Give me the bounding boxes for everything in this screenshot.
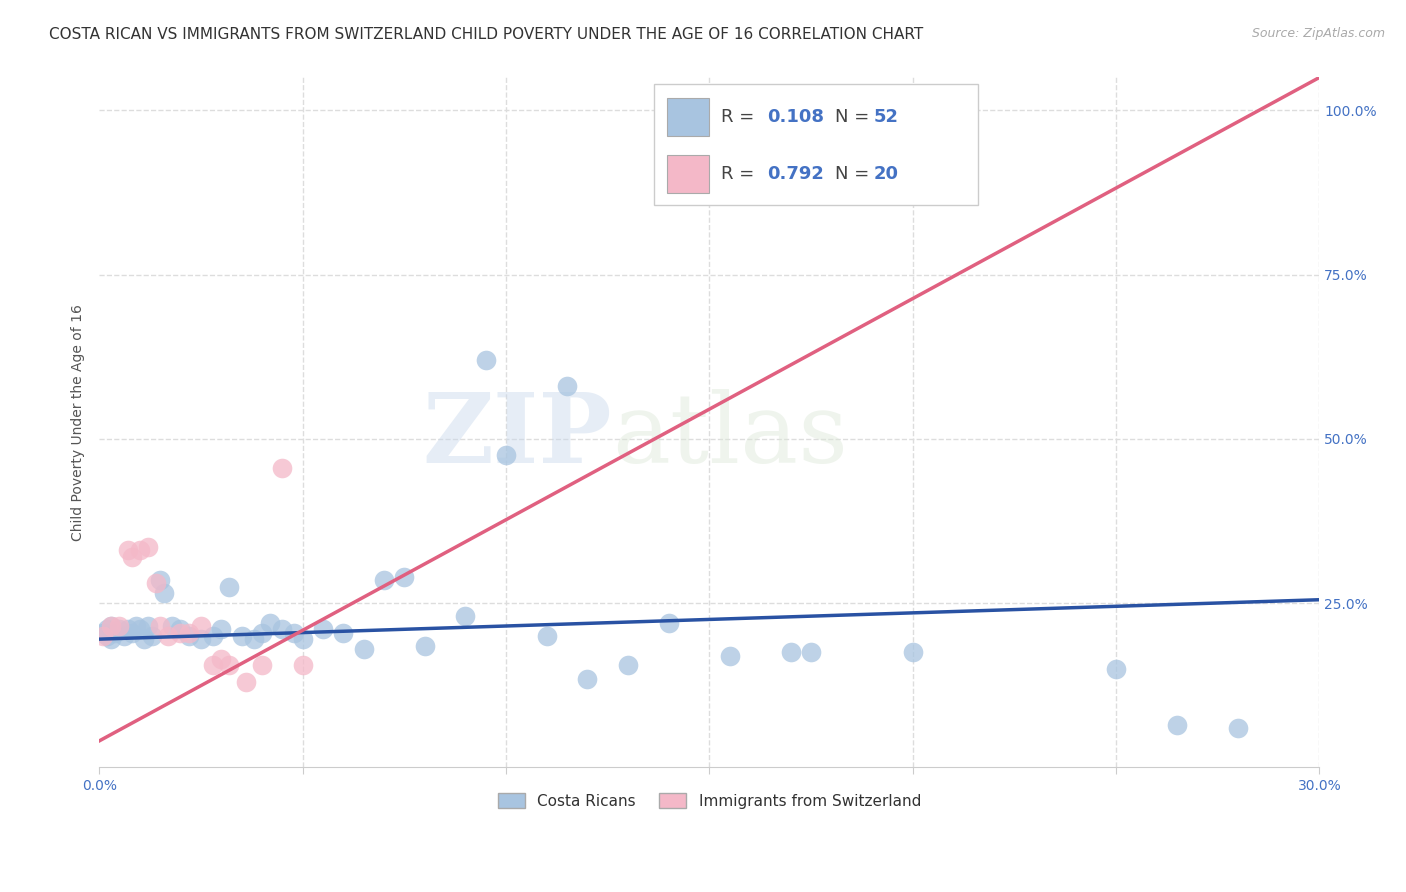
Text: atlas: atlas <box>612 389 848 483</box>
Point <box>100 632 122 647</box>
Point <box>209 652 232 666</box>
Point <box>392 570 415 584</box>
Y-axis label: Child Poverty Under the Age of 16: Child Poverty Under the Age of 16 <box>72 304 86 541</box>
Point <box>128 622 150 636</box>
Point <box>231 629 253 643</box>
Point <box>149 619 172 633</box>
Text: 0.792: 0.792 <box>766 165 824 183</box>
Point <box>121 549 143 564</box>
Point <box>153 586 176 600</box>
Point <box>495 448 517 462</box>
Point <box>177 625 200 640</box>
Point <box>259 615 281 630</box>
Point <box>100 619 122 633</box>
Point <box>96 629 118 643</box>
Point <box>1227 721 1250 735</box>
Point <box>136 619 159 633</box>
Point <box>332 625 354 640</box>
Legend: Costa Ricans, Immigrants from Switzerland: Costa Ricans, Immigrants from Switzerlan… <box>492 787 927 814</box>
Point <box>576 672 599 686</box>
Point <box>112 629 135 643</box>
Point <box>271 461 294 475</box>
Point <box>91 629 114 643</box>
Point <box>291 658 314 673</box>
Point <box>202 658 225 673</box>
Point <box>169 622 191 636</box>
Point <box>108 619 131 633</box>
Point <box>202 629 225 643</box>
Point <box>100 619 122 633</box>
Point <box>209 622 232 636</box>
Point <box>128 543 150 558</box>
Point <box>169 625 191 640</box>
Point <box>218 580 240 594</box>
Point <box>283 625 305 640</box>
Point <box>353 642 375 657</box>
Point <box>104 625 127 640</box>
Point <box>413 639 436 653</box>
Point <box>162 619 184 633</box>
Point <box>312 622 335 636</box>
Point <box>1166 717 1188 731</box>
Point <box>132 632 155 647</box>
Point <box>117 622 139 636</box>
Point <box>250 625 273 640</box>
Point <box>536 629 558 643</box>
Point <box>800 645 823 659</box>
Point <box>91 625 114 640</box>
Point <box>190 619 212 633</box>
Point <box>235 674 257 689</box>
Point <box>901 645 924 659</box>
Text: 52: 52 <box>875 109 898 127</box>
Point <box>149 573 172 587</box>
Point <box>141 629 163 643</box>
Point <box>373 573 395 587</box>
Point <box>190 632 212 647</box>
Text: Source: ZipAtlas.com: Source: ZipAtlas.com <box>1251 27 1385 40</box>
Point <box>242 632 264 647</box>
FancyBboxPatch shape <box>666 98 709 136</box>
Point <box>117 543 139 558</box>
Point <box>718 648 741 663</box>
Point <box>218 658 240 673</box>
Point <box>779 645 801 659</box>
Text: COSTA RICAN VS IMMIGRANTS FROM SWITZERLAND CHILD POVERTY UNDER THE AGE OF 16 COR: COSTA RICAN VS IMMIGRANTS FROM SWITZERLA… <box>49 27 924 42</box>
Point <box>121 625 143 640</box>
Text: R =: R = <box>721 109 761 127</box>
FancyBboxPatch shape <box>666 155 709 193</box>
Point <box>145 576 167 591</box>
Point <box>250 658 273 673</box>
FancyBboxPatch shape <box>654 85 977 205</box>
Text: 0.108: 0.108 <box>766 109 824 127</box>
Point <box>125 619 148 633</box>
Text: ZIP: ZIP <box>422 389 612 483</box>
Point <box>617 658 640 673</box>
Point <box>96 622 118 636</box>
Point <box>555 379 578 393</box>
Point <box>136 540 159 554</box>
Point <box>474 353 496 368</box>
Point <box>454 609 477 624</box>
Text: 20: 20 <box>875 165 898 183</box>
Point <box>177 629 200 643</box>
Point <box>157 629 180 643</box>
Point <box>658 615 681 630</box>
Text: R =: R = <box>721 165 761 183</box>
Text: N =: N = <box>835 109 875 127</box>
Text: N =: N = <box>835 165 875 183</box>
Point <box>108 622 131 636</box>
Point <box>1105 662 1128 676</box>
Point <box>291 632 314 647</box>
Point <box>271 622 294 636</box>
